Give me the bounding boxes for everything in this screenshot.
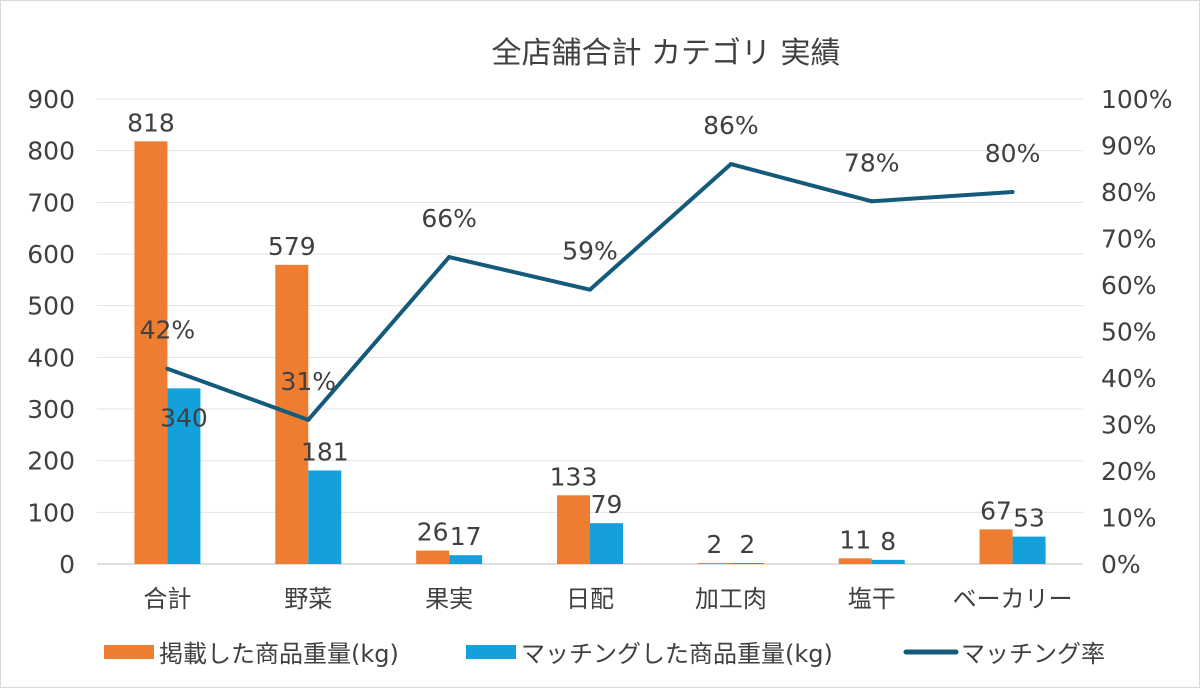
- line-point: [588, 287, 592, 292]
- y2-tick-label: 80%: [1101, 178, 1157, 207]
- x-tick-label: ベーカリー: [953, 585, 1073, 613]
- line-data-label: 80%: [985, 139, 1041, 168]
- y2-tick-label: 0%: [1101, 550, 1141, 579]
- y-tick-label: 800: [27, 137, 75, 166]
- bar: [838, 558, 872, 564]
- y2-tick-label: 20%: [1101, 457, 1157, 486]
- y2-tick-label: 10%: [1101, 504, 1157, 533]
- x-tick-label: 野菜: [284, 585, 332, 613]
- line-point: [447, 255, 452, 260]
- bar-data-label: 11: [839, 525, 871, 554]
- y-tick-label: 700: [27, 188, 75, 217]
- bar: [730, 562, 764, 564]
- y2-tick-label: 40%: [1101, 364, 1157, 393]
- bar-data-label: 79: [591, 490, 623, 519]
- y2-tick-label: 30%: [1101, 411, 1157, 440]
- bar-data-label: 8: [880, 527, 896, 556]
- legend-label: マッチングした商品重量(kg): [521, 640, 833, 668]
- line-point: [306, 417, 311, 422]
- line-data-label: 42%: [140, 316, 196, 345]
- line-point: [869, 199, 874, 204]
- legend-label: マッチング率: [961, 640, 1105, 668]
- line-data-label: 31%: [280, 367, 336, 396]
- y2-tick-label: 100%: [1101, 85, 1172, 114]
- x-tick-label: 合計: [143, 585, 191, 613]
- bar-data-label: 2: [739, 530, 755, 559]
- bar: [871, 559, 905, 564]
- y-tick-label: 200: [27, 447, 75, 476]
- bar: [308, 470, 342, 564]
- bar-data-label: 133: [550, 462, 598, 491]
- y-tick-label: 0: [59, 550, 75, 579]
- bar-data-label: 818: [127, 108, 175, 137]
- x-tick-label: 塩干: [848, 585, 896, 613]
- bar-data-label: 340: [160, 403, 208, 432]
- line-data-label: 59%: [562, 237, 618, 266]
- bar: [134, 141, 168, 564]
- y-tick-label: 900: [27, 85, 75, 114]
- y2-tick-label: 90%: [1101, 132, 1157, 161]
- y2-tick-label: 60%: [1101, 271, 1157, 300]
- bar: [167, 388, 201, 564]
- y2-tick-label: 70%: [1101, 225, 1157, 254]
- chart-title: 全店舗合計 カテゴリ 実績: [491, 36, 840, 71]
- y-tick-label: 300: [27, 395, 75, 424]
- line-data-label: 66%: [421, 204, 477, 233]
- bar-data-label: 53: [1013, 504, 1045, 533]
- bar: [697, 562, 731, 564]
- x-tick-label: 日配: [566, 585, 614, 613]
- bar: [979, 529, 1013, 564]
- legend-label: 掲載した商品重量(kg): [159, 640, 399, 668]
- y-tick-label: 100: [27, 498, 75, 527]
- bar: [1012, 536, 1046, 564]
- bar-data-label: 67: [980, 496, 1012, 525]
- bar-data-label: 17: [450, 522, 482, 551]
- bar-data-label: 579: [268, 232, 316, 261]
- line-point: [1010, 190, 1015, 194]
- line-data-label: 86%: [703, 111, 759, 140]
- bar: [590, 523, 623, 564]
- line-data-label: 78%: [844, 148, 900, 177]
- bar-data-label: 2: [706, 530, 722, 559]
- y-tick-label: 500: [27, 292, 75, 321]
- bar-data-label: 181: [301, 437, 349, 466]
- bar-data-label: 26: [417, 518, 449, 547]
- y2-tick-label: 50%: [1101, 318, 1157, 347]
- line-point: [728, 162, 733, 167]
- legend-swatch: [104, 645, 154, 659]
- y-tick-label: 600: [27, 240, 75, 269]
- bar: [557, 495, 590, 564]
- x-tick-label: 加工肉: [695, 585, 767, 613]
- legend-swatch: [466, 645, 516, 659]
- bar: [416, 550, 450, 564]
- line-point: [165, 366, 170, 371]
- y-tick-label: 400: [27, 343, 75, 372]
- x-tick-label: 果実: [425, 585, 473, 613]
- bar: [449, 555, 483, 564]
